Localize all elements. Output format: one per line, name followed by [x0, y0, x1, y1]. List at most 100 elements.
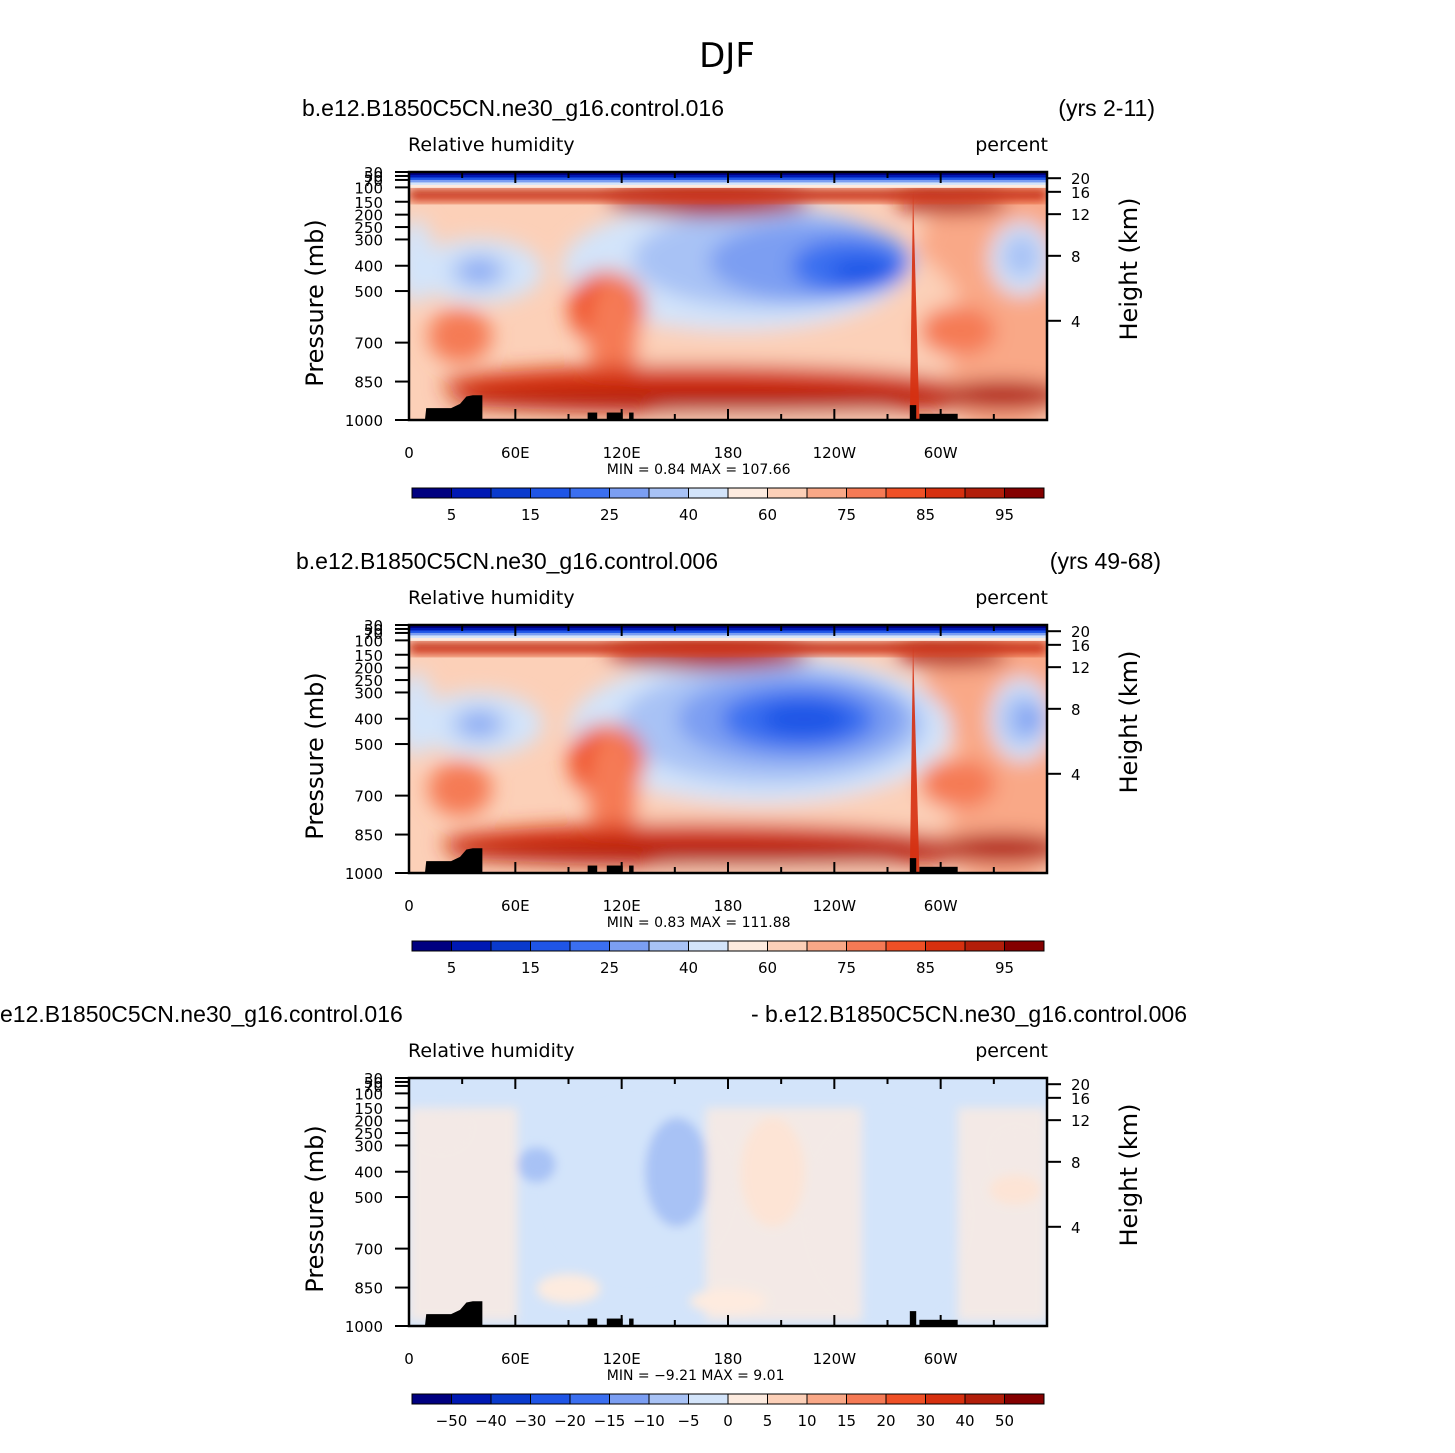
- contour-region: [466, 716, 492, 732]
- y-tick-label: 100: [354, 179, 383, 197]
- y-axis-title: Pressure (mb): [301, 219, 329, 386]
- y-right-tick-label: 16: [1071, 637, 1090, 655]
- x-tick-label: 120W: [813, 444, 857, 462]
- variable-label: Relative humidity: [408, 134, 575, 156]
- y-right-tick-label: 4: [1071, 766, 1081, 784]
- contour-region: [645, 1117, 709, 1227]
- colorbar-label: 85: [916, 959, 935, 977]
- y-tick-label: 700: [354, 1241, 383, 1259]
- colorbar-label: −30: [515, 1412, 547, 1430]
- band-moist-core: [409, 190, 1047, 199]
- contour-region: [1002, 234, 1041, 279]
- colorbar-label: −50: [436, 1412, 468, 1430]
- contour-region: [409, 219, 435, 304]
- contour-region: [447, 840, 1009, 866]
- panel-3: e12.B1850C5CN.ne30_g16.control.016 - b.e1…: [0, 1001, 1187, 1430]
- topography-block: [909, 405, 917, 420]
- y-right-tick-label: 4: [1071, 1219, 1081, 1237]
- colorbar-swatch: [767, 940, 808, 952]
- units-label: percent: [975, 587, 1048, 609]
- y-tick-label: 850: [354, 827, 383, 845]
- topography-block: [909, 1311, 917, 1326]
- y-tick-label: 70: [364, 172, 383, 190]
- colorbar-swatch: [925, 1393, 966, 1405]
- colorbar-swatch: [806, 940, 847, 952]
- y-tick-label: 50: [364, 1074, 383, 1092]
- colorbar-swatch: [569, 487, 610, 499]
- colorbar-label: 30: [916, 1412, 935, 1430]
- colorbar-label: 85: [916, 506, 935, 524]
- y-tick-label: 250: [354, 1125, 383, 1143]
- x-tick-label: 120W: [813, 897, 857, 915]
- x-tick-label: 60W: [924, 897, 958, 915]
- x-tick-label: 120E: [603, 897, 641, 915]
- colorbar-swatch: [451, 940, 492, 952]
- colorbar-swatch: [727, 940, 768, 952]
- topography-block: [606, 865, 623, 873]
- topography-africa: [424, 395, 483, 420]
- y-axis-right-title: Height (km): [1115, 198, 1143, 341]
- y-right-tick-label: 8: [1071, 1154, 1081, 1172]
- contour-region: [587, 729, 639, 849]
- y-tick-label: 1000: [345, 412, 383, 430]
- y-right-tick-label: 20: [1071, 623, 1090, 641]
- colorbar-label: 15: [521, 959, 540, 977]
- y-tick-label: 700: [354, 788, 383, 806]
- y-right-tick-label: 16: [1071, 184, 1090, 202]
- colorbar-label: 5: [447, 959, 457, 977]
- ridge: [909, 644, 920, 873]
- y-right-tick-label: 20: [1071, 170, 1090, 188]
- x-axis: 0 60E 120E 180 120W 60W: [404, 625, 1048, 915]
- y-right-tick-label: 16: [1071, 1090, 1090, 1108]
- topography-africa: [424, 1301, 483, 1326]
- case-right-label: (yrs 49-68): [1050, 548, 1161, 574]
- colorbar-label: 75: [837, 506, 856, 524]
- colorbar-swatch: [688, 487, 729, 499]
- contour-region: [536, 1273, 601, 1304]
- case-left-label: b.e12.B1850C5CN.ne30_g16.control.006: [296, 548, 718, 574]
- colorbar-swatch: [648, 487, 689, 499]
- y-tick-label: 300: [354, 684, 383, 702]
- y-tick-label: 70: [364, 625, 383, 643]
- y-tick-label: 250: [354, 672, 383, 690]
- colorbar-swatch: [530, 487, 571, 499]
- y-tick-label: 500: [354, 1189, 383, 1207]
- y-tick-label: 150: [354, 647, 383, 665]
- variable-label: Relative humidity: [408, 1040, 575, 1062]
- colorbar-label: 40: [955, 1412, 974, 1430]
- topography-block: [587, 865, 598, 873]
- case-left-label: e12.B1850C5CN.ne30_g16.control.016: [0, 1001, 403, 1027]
- contour-region: [428, 761, 492, 816]
- colorbar-label: 40: [679, 506, 698, 524]
- colorbar-swatch: [688, 1393, 729, 1405]
- x-tick-label: 0: [404, 1350, 414, 1368]
- colorbar-label: 5: [763, 1412, 773, 1430]
- topography-block: [587, 1318, 598, 1326]
- contour-region: [957, 1107, 1047, 1322]
- y-right-tick-label: 12: [1071, 206, 1090, 224]
- topography: [424, 848, 958, 873]
- colorbar-swatch: [490, 1393, 531, 1405]
- y-tick-label: 50: [364, 168, 383, 186]
- colorbar: −50 −40 −30 −20 −15 −10 −5 0 5 10 15 20 30 40 50: [411, 1393, 1045, 1430]
- contour-field: [409, 1078, 1047, 1326]
- colorbar-swatch: [490, 487, 531, 499]
- colorbar-label: −5: [677, 1412, 699, 1430]
- contour-region: [517, 1147, 556, 1183]
- y-right-tick-label: 20: [1071, 1076, 1090, 1094]
- field-blobs: [409, 1102, 1047, 1322]
- y-tick-label: 250: [354, 219, 383, 237]
- colorbar-swatch: [806, 1393, 847, 1405]
- colorbar-swatch: [885, 1393, 926, 1405]
- ridge: [909, 191, 920, 420]
- y-tick-label: 500: [354, 736, 383, 754]
- contour-region: [919, 758, 996, 809]
- figure-title: DJF: [699, 36, 755, 76]
- case-left-label: b.e12.B1850C5CN.ne30_g16.control.016: [302, 95, 724, 121]
- y-right-tick-label: 4: [1071, 313, 1081, 331]
- colorbar-swatch: [411, 1393, 452, 1405]
- colorbar-swatch: [767, 1393, 808, 1405]
